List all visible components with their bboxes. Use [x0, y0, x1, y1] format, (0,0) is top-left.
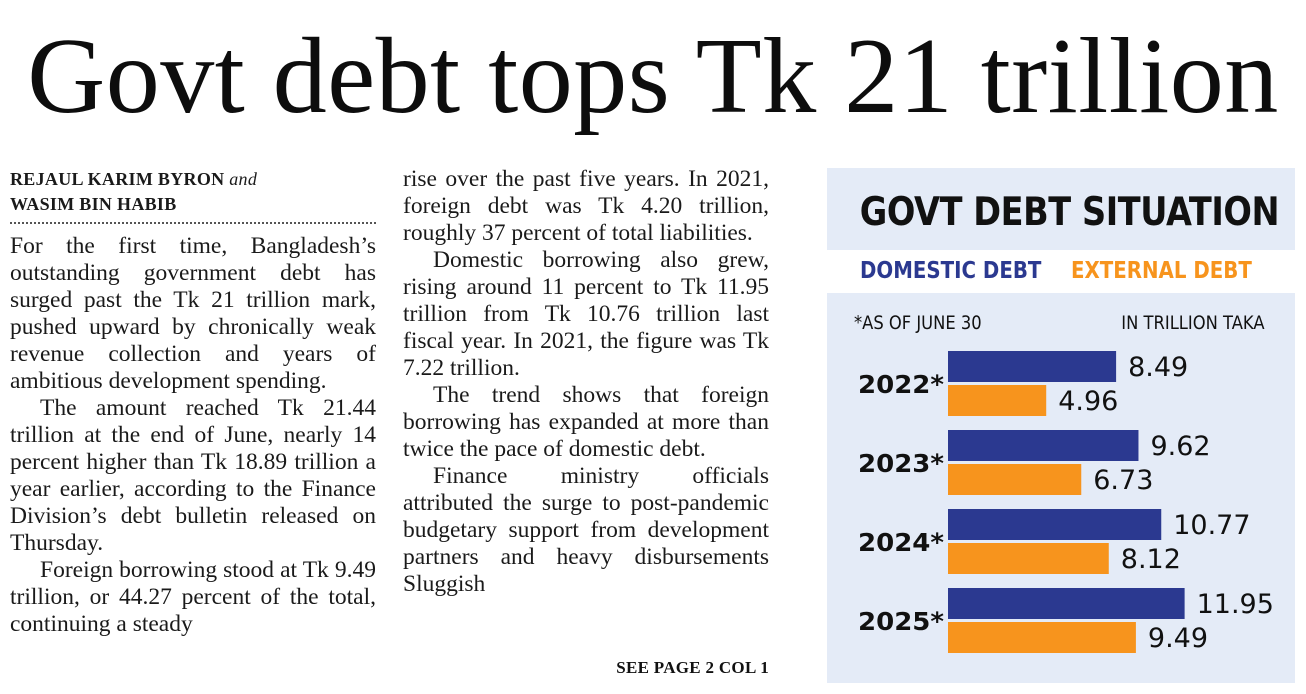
- external-debt-value: 4.96: [1058, 386, 1118, 417]
- external-debt-value: 9.49: [1148, 623, 1208, 654]
- headline: Govt debt tops Tk 21 trillion: [27, 17, 1279, 136]
- date-note: *AS OF JUNE 30: [854, 312, 982, 334]
- domestic-debt-bar: [948, 588, 1185, 619]
- article-column-1: REJAUL KARIM BYRON and WASIM BIN HABIB F…: [10, 166, 376, 638]
- external-debt-value: 6.73: [1093, 465, 1153, 496]
- legend-external-debt: EXTERNAL DEBT: [1071, 258, 1252, 284]
- paragraph: rise over the past five years. In 2021, …: [403, 166, 769, 246]
- debt-bar-chart: 2022* 8.49 4.96 2023* 9.626.73 2024* 10.778.12…: [858, 351, 1274, 654]
- external-debt-bar: [948, 543, 1109, 574]
- paragraph: For the first time, Bangladesh’s outstan…: [10, 233, 376, 394]
- external-debt-bar: [948, 622, 1136, 653]
- continuation-link[interactable]: SEE PAGE 2 COL 1: [616, 658, 769, 677]
- year-label: 2022*: [858, 370, 944, 399]
- legend: DOMESTIC DEBT EXTERNAL DEBT: [827, 250, 1295, 293]
- domestic-debt-value: 10.77: [1173, 510, 1250, 541]
- article-column-2: rise over the past five years. In 2021, …: [403, 166, 769, 598]
- domestic-debt-value: 8.49: [1128, 352, 1188, 383]
- byline-author-2: WASIM BIN HABIB: [10, 194, 177, 214]
- year-label: 2024*: [858, 528, 944, 557]
- external-debt-bar: [948, 385, 1047, 416]
- legend-domestic-debt: DOMESTIC DEBT: [860, 258, 1042, 284]
- domestic-debt-bar: [948, 509, 1162, 540]
- paragraph: Finance ministry officials attributed th…: [403, 463, 769, 597]
- byline-divider: [10, 222, 376, 224]
- domestic-debt-value: 9.62: [1150, 431, 1210, 462]
- domestic-debt-bar: [948, 351, 1117, 382]
- debt-infographic: GOVT DEBT SITUATION DOMESTIC DEBT EXTERN…: [827, 168, 1295, 683]
- paragraph: The amount reached Tk 21.44 trillion at …: [10, 395, 376, 556]
- external-debt-bar: [948, 464, 1082, 495]
- byline: REJAUL KARIM BYRON and WASIM BIN HABIB: [10, 166, 376, 217]
- byline-author-1: REJAUL KARIM BYRON: [10, 169, 225, 189]
- byline-conjunction: and: [229, 169, 258, 189]
- year-label: 2025*: [858, 607, 944, 636]
- infographic-title: GOVT DEBT SITUATION: [859, 190, 1280, 235]
- unit-note: IN TRILLION TAKA: [1121, 312, 1265, 334]
- domestic-debt-bar: [948, 430, 1139, 461]
- domestic-debt-value: 11.95: [1197, 589, 1274, 620]
- paragraph: The trend shows that foreign borrowing h…: [403, 382, 769, 462]
- paragraph: Foreign borrowing stood at Tk 9.49 trill…: [10, 557, 376, 637]
- external-debt-value: 8.12: [1121, 544, 1181, 575]
- paragraph: Domestic borrowing also grew, rising aro…: [403, 247, 769, 381]
- year-label: 2023*: [858, 449, 944, 478]
